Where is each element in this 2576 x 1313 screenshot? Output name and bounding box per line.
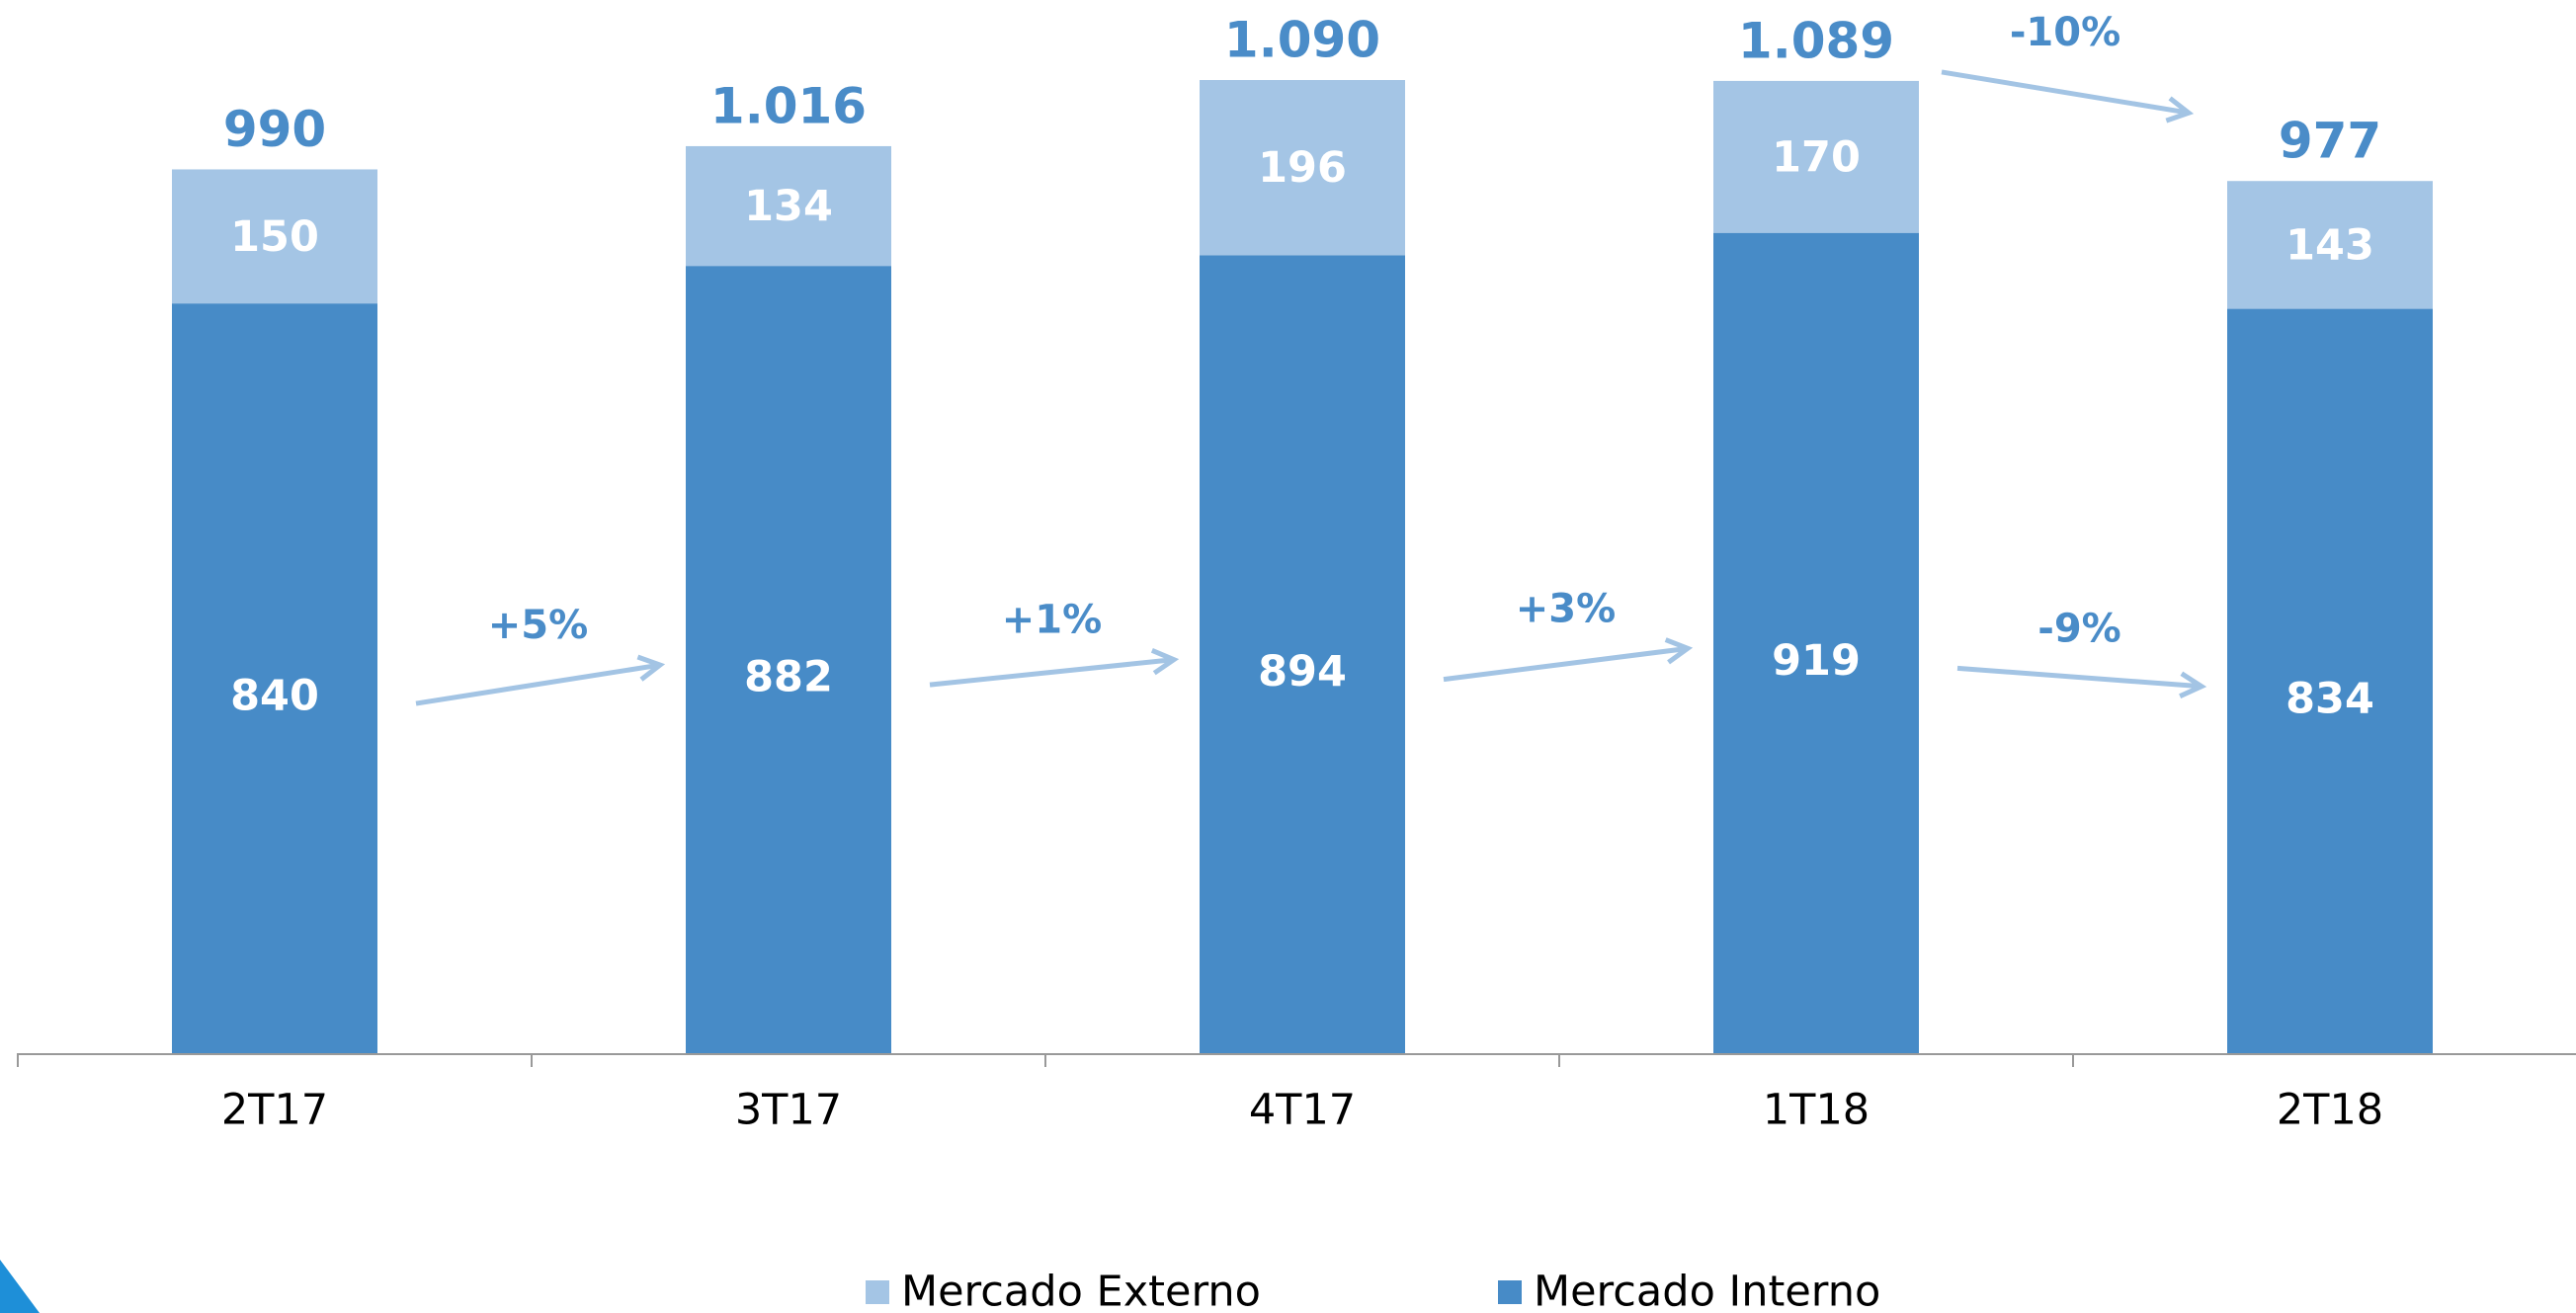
bar-segment [1713,232,1919,1055]
bar-segment [686,145,891,267]
legend-swatch [1498,1280,1522,1304]
growth-arrow-head [2165,96,2195,123]
growth-arrow [929,657,1175,688]
total-label: 1.016 [710,77,867,134]
bar-segment [2227,181,2433,309]
x-tick-label: 3T17 [735,1086,842,1135]
bar-segment [1713,80,1919,233]
bar-label: 170 [1772,132,1861,182]
bar-label: 150 [230,212,319,262]
bar-label: 196 [1258,143,1347,193]
growth-label: +5% [488,603,588,648]
x-tick-label: 2T17 [221,1086,328,1135]
total-label: 1.089 [1738,12,1894,69]
growth-arrow-head [2179,671,2207,698]
legend-label: Mercado Interno [1534,1268,1880,1313]
corner-decoration [0,1260,40,1313]
bar-segment [1200,80,1405,256]
bar-label: 919 [1772,636,1861,686]
bar-label: 894 [1258,647,1347,697]
x-tick-label: 2T18 [2277,1086,2383,1135]
bar-segment [686,266,891,1054]
x-tick-label: 1T18 [1763,1086,1870,1135]
growth-label: +3% [1516,586,1616,631]
growth-arrow-head [636,654,666,682]
growth-arrow [1941,69,2190,116]
bar-label: 834 [2285,674,2374,723]
bar-segment [172,303,377,1054]
bar-label: 882 [744,653,833,702]
bar-segment [172,169,377,304]
legend-swatch [866,1280,889,1304]
bar-label: 134 [744,182,833,231]
total-label: 1.090 [1224,12,1380,69]
total-label: 990 [223,101,326,158]
x-tick-label: 4T17 [1249,1086,1356,1135]
growth-arrow [1443,645,1689,683]
bar-segment [2227,308,2433,1054]
growth-arrow-head [1150,648,1180,676]
bar-label: 143 [2285,220,2374,270]
total-label: 977 [2279,113,2381,170]
legend-label: Mercado Externo [901,1268,1261,1313]
bar-segment [1200,255,1405,1054]
growth-arrow [415,662,661,706]
growth-label: -10% [2010,10,2120,55]
growth-label: +1% [1002,598,1102,643]
growth-label: -9% [2037,606,2121,651]
bar-label: 840 [230,672,319,721]
growth-arrow [1956,665,2202,690]
growth-arrow-head [1664,637,1694,665]
